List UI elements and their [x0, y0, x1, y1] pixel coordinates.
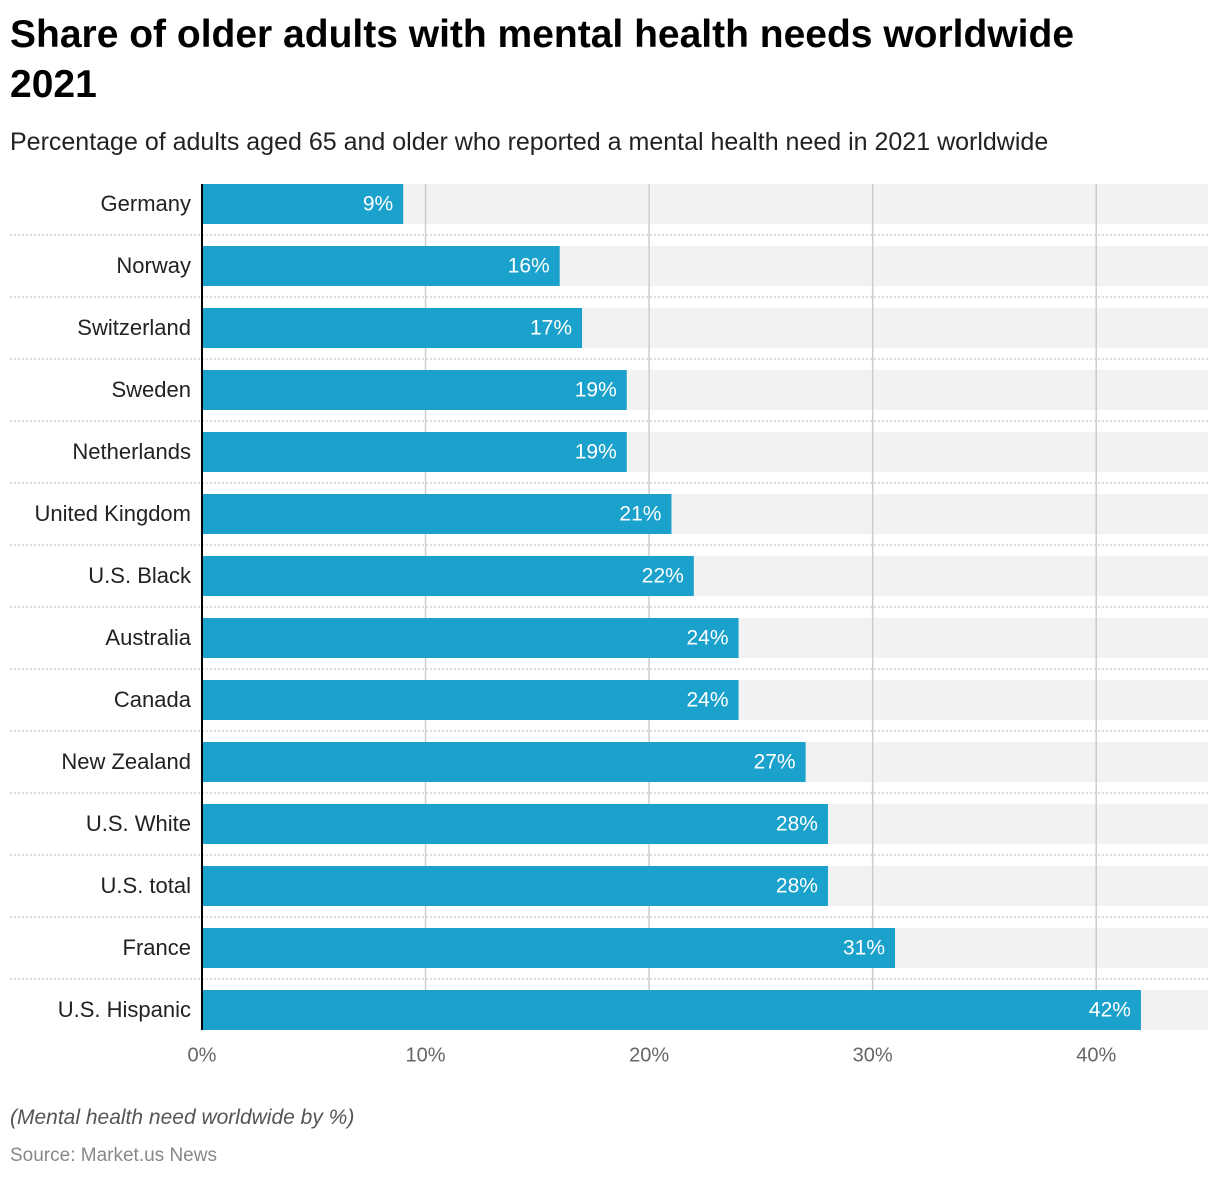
y-tick-label: Canada: [114, 687, 192, 712]
x-tick-label: 10%: [406, 1044, 446, 1066]
value-label: 42%: [1089, 999, 1131, 1022]
value-label: 16%: [508, 255, 550, 278]
value-label: 28%: [776, 813, 818, 836]
value-label: 22%: [642, 565, 684, 588]
y-tick-label: New Zealand: [61, 749, 191, 774]
bar: [202, 308, 583, 348]
value-label: 9%: [363, 193, 393, 216]
y-tick-label: Netherlands: [72, 439, 191, 464]
y-tick-label: Switzerland: [77, 315, 191, 340]
value-label: 21%: [619, 503, 661, 526]
bar: [202, 370, 627, 410]
chart: 0% 10% 20% 30% 40% Germany 9% Norway 16% Switzerl…: [10, 184, 1208, 1066]
bar: [202, 184, 404, 224]
y-tick-label: Germany: [101, 191, 191, 216]
x-tick-label: 30%: [853, 1044, 893, 1066]
y-tick-label: U.S. Hispanic: [58, 997, 191, 1022]
bar: [202, 866, 828, 906]
y-tick-label: Sweden: [111, 377, 191, 402]
bar: [202, 618, 739, 658]
value-label: 28%: [776, 875, 818, 898]
chart-title: Share of older adults with mental health…: [10, 13, 1075, 106]
bar: [202, 680, 739, 720]
x-tick-label: 40%: [1076, 1044, 1116, 1066]
chart-source: Source: Market.us News: [10, 1145, 217, 1166]
value-label: 24%: [687, 627, 729, 650]
x-tick-label: 0%: [188, 1044, 217, 1066]
y-tick-label: France: [123, 935, 191, 960]
y-tick-label: U.S. Black: [88, 563, 192, 588]
y-tick-label: U.S. total: [101, 873, 191, 898]
value-label: 19%: [575, 379, 617, 402]
value-label: 27%: [754, 751, 796, 774]
value-label: 17%: [530, 317, 572, 340]
bar: [202, 246, 560, 286]
value-label: 31%: [843, 937, 885, 960]
value-label: 19%: [575, 441, 617, 464]
value-label: 24%: [687, 689, 729, 712]
y-tick-label: Norway: [116, 253, 191, 278]
chart-note: (Mental health need worldwide by %): [10, 1106, 355, 1129]
bar: [202, 804, 828, 844]
y-tick-label: U.S. White: [86, 811, 191, 836]
y-tick-label: United Kingdom: [34, 501, 191, 526]
bar: [202, 556, 694, 596]
bar: [202, 742, 806, 782]
chart-subtitle: Percentage of adults aged 65 and older w…: [10, 128, 1049, 156]
x-tick-label: 20%: [629, 1044, 669, 1066]
bar: [202, 928, 896, 968]
bar: [202, 494, 672, 534]
bar: [202, 990, 1141, 1030]
bar: [202, 432, 627, 472]
y-tick-label: Australia: [105, 625, 191, 650]
